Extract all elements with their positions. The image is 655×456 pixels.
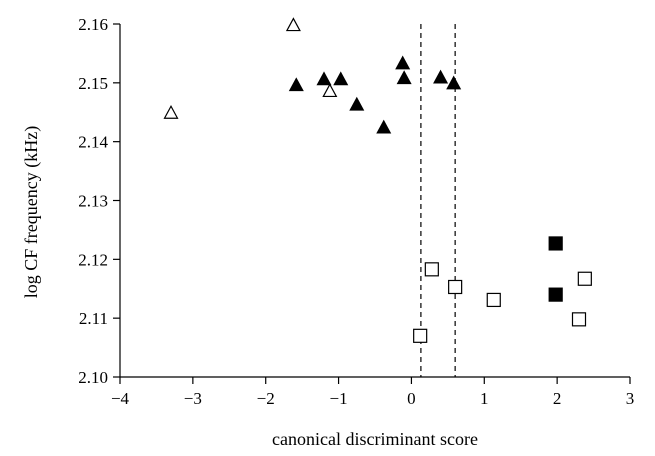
open-square-point: [413, 328, 428, 343]
y-tick-label: 2.10: [78, 368, 108, 387]
filled-triangle-point: [395, 55, 411, 70]
filled-triangle-point: [316, 71, 332, 86]
data-points: [163, 17, 592, 343]
x-ticks: −4 −3 −2 −1 0 1 2 3: [111, 377, 634, 408]
open-square-point: [424, 262, 439, 277]
y-tick-label: 2.15: [78, 74, 108, 93]
y-tick-label: 2.13: [78, 192, 108, 211]
filled-triangle-point: [288, 77, 304, 92]
x-axis-title: canonical discriminant score: [272, 429, 478, 449]
filled-triangle-point: [396, 70, 412, 85]
y-axis-title: log CF frequency (kHz): [21, 126, 42, 298]
filled-triangle-point: [433, 69, 449, 84]
y-tick-label: 2.14: [78, 133, 108, 152]
filled-square-point: [548, 236, 563, 251]
open-triangle-point: [322, 83, 338, 98]
open-triangle-point: [163, 104, 179, 119]
open-triangle-point: [285, 17, 301, 32]
y-tick-label: 2.11: [79, 309, 108, 328]
filled-triangle-point: [333, 71, 349, 86]
x-tick-label: −2: [257, 389, 275, 408]
axes: [119, 24, 630, 378]
x-tick-label: 1: [480, 389, 489, 408]
filled-triangle-point: [376, 119, 392, 134]
x-tick-label: −1: [330, 389, 348, 408]
filled-square-point: [548, 287, 563, 302]
y-tick-label: 2.16: [78, 15, 108, 34]
filled-triangle-point: [349, 96, 365, 111]
y-ticks: 2.10 2.11 2.12 2.13 2.14 2.15 2.16: [78, 15, 120, 387]
y-tick-label: 2.12: [78, 250, 108, 269]
filled-triangle-point: [446, 75, 462, 90]
open-square-point: [577, 271, 592, 286]
x-tick-label: 3: [626, 389, 635, 408]
x-tick-label: −3: [184, 389, 202, 408]
x-tick-label: 2: [553, 389, 562, 408]
open-square-point: [571, 312, 587, 327]
x-tick-label: 0: [407, 389, 416, 408]
open-square-point: [486, 292, 501, 308]
x-tick-label: −4: [111, 389, 130, 408]
open-square-point: [448, 279, 463, 295]
